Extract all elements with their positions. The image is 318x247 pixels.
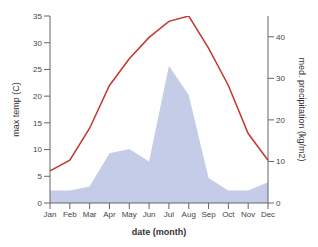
svg-text:5: 5 [38,172,43,181]
svg-text:Jul: Jul [164,210,174,219]
svg-text:20: 20 [276,116,285,125]
svg-text:Oct: Oct [222,210,235,219]
svg-text:Sep: Sep [201,210,216,219]
svg-text:40: 40 [276,33,285,42]
svg-text:Aug: Aug [182,210,196,219]
svg-text:med. precipitation (kg/m2): med. precipitation (kg/m2) [297,57,307,161]
svg-text:Nov: Nov [241,210,255,219]
svg-text:20: 20 [33,92,42,101]
svg-text:Feb: Feb [63,210,77,219]
svg-text:10: 10 [33,145,42,154]
svg-text:Apr: Apr [103,210,116,219]
svg-text:30: 30 [276,74,285,83]
svg-text:May: May [122,210,137,219]
svg-text:max temp (C): max temp (C) [11,82,21,137]
svg-text:15: 15 [33,119,42,128]
svg-text:Dec: Dec [261,210,275,219]
svg-text:date (month): date (month) [132,227,187,237]
svg-text:10: 10 [276,157,285,166]
svg-text:25: 25 [33,65,42,74]
svg-text:35: 35 [33,12,42,21]
svg-text:Jan: Jan [44,210,57,219]
svg-text:0: 0 [276,199,281,208]
svg-text:Jun: Jun [143,210,156,219]
svg-text:0: 0 [38,199,43,208]
svg-text:Mar: Mar [83,210,97,219]
svg-text:30: 30 [33,39,42,48]
